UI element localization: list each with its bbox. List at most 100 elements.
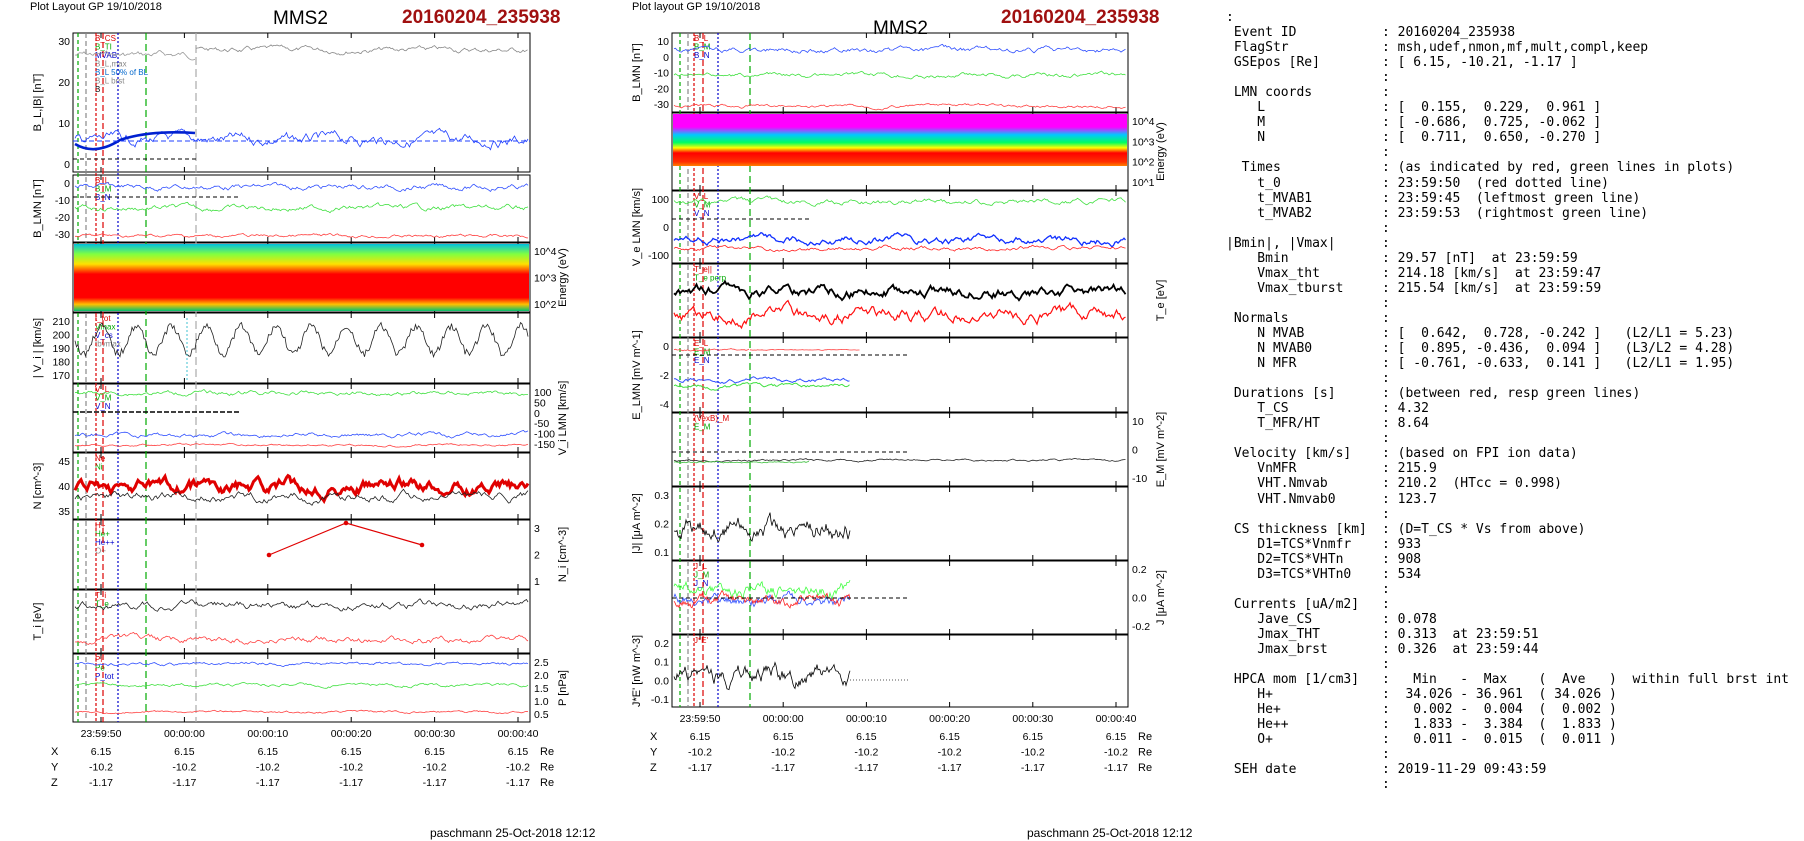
- info-key: SEH date: [1226, 762, 1297, 778]
- series-line: [673, 244, 1126, 253]
- y-tick-label: 100: [651, 194, 669, 206]
- time-tick-label: 00:00:00: [763, 713, 804, 725]
- spectrogram: [74, 244, 529, 311]
- y-tick-label: 0.2: [654, 519, 669, 531]
- position-value: -10.2: [506, 762, 530, 774]
- series-line: [673, 661, 851, 691]
- series-line: [673, 590, 850, 608]
- info-key: N MVAB0: [1226, 341, 1313, 357]
- info-row: VHT.Nmvab0: 123.7: [1226, 492, 1796, 507]
- mid-layout-label: Plot layout GP 19/10/2018: [632, 1, 761, 13]
- info-key: CS thickness [km]: [1226, 521, 1367, 537]
- position-value: -1.17: [89, 777, 113, 789]
- y-tick-label: 190: [52, 343, 70, 355]
- info-row: :: [1226, 371, 1796, 386]
- time-tick-label: 00:00:40: [1096, 713, 1137, 725]
- info-key: LMN coords: [1226, 85, 1313, 101]
- mid-panel-8-frame: [671, 634, 1129, 708]
- info-row: t_MVAB2: 23:59:53 (rightmost green line): [1226, 206, 1796, 221]
- info-key: Jmax_brst: [1226, 641, 1328, 657]
- info-row: :: [1226, 145, 1796, 160]
- left-panel-8-frame: [72, 653, 531, 723]
- legend-entry: H+: [95, 521, 106, 530]
- legend-entry: P_tot: [95, 672, 114, 681]
- info-value: :: [1382, 657, 1390, 673]
- info-key: t_MVAB1: [1226, 190, 1313, 206]
- y-tick-label: 0.2: [654, 638, 669, 650]
- position-value: -1.17: [339, 777, 363, 789]
- y-tick-label: -0.1: [651, 694, 669, 706]
- info-key: Event ID: [1226, 25, 1297, 41]
- y-axis-label: T_e [eV]: [1155, 280, 1167, 322]
- info-key: Currents [uA/m2]: [1226, 596, 1360, 612]
- series-line: [673, 579, 851, 601]
- legend-entry: B_L: [694, 34, 709, 43]
- info-value: : [ 0.895, -0.436, 0.094 ] (L3/L2 = 4.28…: [1382, 341, 1735, 357]
- info-value: : 215.9: [1382, 461, 1437, 477]
- y-tick-label: 0.3: [654, 490, 669, 502]
- info-value: :: [1382, 777, 1390, 793]
- info-key: T_CS: [1226, 401, 1289, 417]
- series-line: [673, 381, 850, 391]
- y-axis-label: | V_i | [km/s]: [32, 318, 44, 378]
- legend-entry: B_N: [694, 51, 710, 60]
- legend-entry: Pi: [95, 655, 102, 664]
- data-point: [266, 552, 272, 558]
- info-key: M: [1226, 115, 1266, 131]
- info-value: : (between red, resp green lines): [1382, 386, 1641, 402]
- y-tick-label: 170: [52, 370, 70, 382]
- info-key: D3=TCS*VHTn0: [1226, 566, 1352, 582]
- y-axis-label: N [cm^-3]: [32, 463, 44, 510]
- y-tick-label: 0.1: [654, 657, 669, 669]
- info-value: :: [1382, 70, 1390, 86]
- time-tick-label: 00:00:20: [331, 728, 372, 740]
- y-tick-label: 10^1: [1132, 177, 1155, 189]
- y-tick-label: 2: [534, 550, 540, 562]
- info-row: M: [ -0.686, 0.725, -0.062 ]: [1226, 115, 1796, 130]
- mid-panel-2-frame: [671, 190, 1129, 264]
- info-value: : 0.002 - 0.004 ( 0.002 ): [1382, 702, 1617, 718]
- legend-entry: B_L,max: [95, 60, 127, 69]
- legend-entry: He++: [95, 538, 115, 547]
- y-tick-label: 0: [1132, 445, 1138, 457]
- info-row: D1=TCS*Vnmfr: 933: [1226, 537, 1796, 552]
- info-value: :: [1382, 145, 1390, 161]
- series-line: [74, 182, 529, 193]
- position-value: -1.17: [423, 777, 447, 789]
- info-row: Currents [uA/m2]:: [1226, 597, 1796, 612]
- y-axis-label: V_i LMN [km/s]: [557, 381, 569, 456]
- time-tick-label: 00:00:10: [247, 728, 288, 740]
- info-key: VnMFR: [1226, 461, 1297, 477]
- position-value: -1.17: [938, 762, 962, 774]
- position-value: -10.2: [89, 762, 113, 774]
- info-row: Jave_CS: 0.078: [1226, 612, 1796, 627]
- position-value: -1.17: [1021, 762, 1045, 774]
- legend-entry: E_M: [694, 423, 711, 432]
- y-tick-label: -150: [534, 439, 555, 451]
- legend-entry: V_L: [694, 192, 709, 201]
- y-tick-label: -0.2: [1132, 621, 1150, 633]
- mid-panel-5-frame: [671, 412, 1129, 487]
- legend-entry: J*E': [694, 636, 708, 645]
- position-row-label: Y: [51, 762, 59, 774]
- info-value: : 214.18 [km/s] at 23:59:47: [1382, 265, 1602, 281]
- info-row: Jmax_brst : 0.326 at 23:59:44: [1226, 642, 1796, 657]
- y-axis-label: E_M [mV m^-2]: [1155, 412, 1167, 487]
- series-line: [673, 512, 851, 543]
- info-value: : 534: [1382, 566, 1422, 582]
- y-tick-label: 210: [52, 316, 70, 328]
- info-row: Vmax_tht: 214.18 [km/s] at 23:59:47: [1226, 266, 1796, 281]
- legend-entry: V_M: [694, 201, 711, 210]
- series-line: [195, 44, 528, 56]
- info-value: : 0.326 at 23:59:44: [1382, 641, 1539, 657]
- info-value: : 0.011 - 0.015 ( 0.011 ): [1382, 732, 1617, 748]
- legend-entry: J_M: [694, 571, 709, 580]
- y-tick-label: 0.2: [1132, 564, 1147, 576]
- y-tick-label: 0.5: [534, 709, 549, 721]
- info-row: Jmax_THT: 0.313 at 23:59:51: [1226, 627, 1796, 642]
- y-tick-label: 0: [663, 52, 669, 64]
- y-tick-label: 0: [663, 222, 669, 234]
- info-row: GSEpos [Re]: [ 6.15, -10.21, -1.17 ]: [1226, 55, 1796, 70]
- info-key: Jmax_THT: [1226, 626, 1320, 642]
- legend-entry: V_L: [95, 385, 110, 394]
